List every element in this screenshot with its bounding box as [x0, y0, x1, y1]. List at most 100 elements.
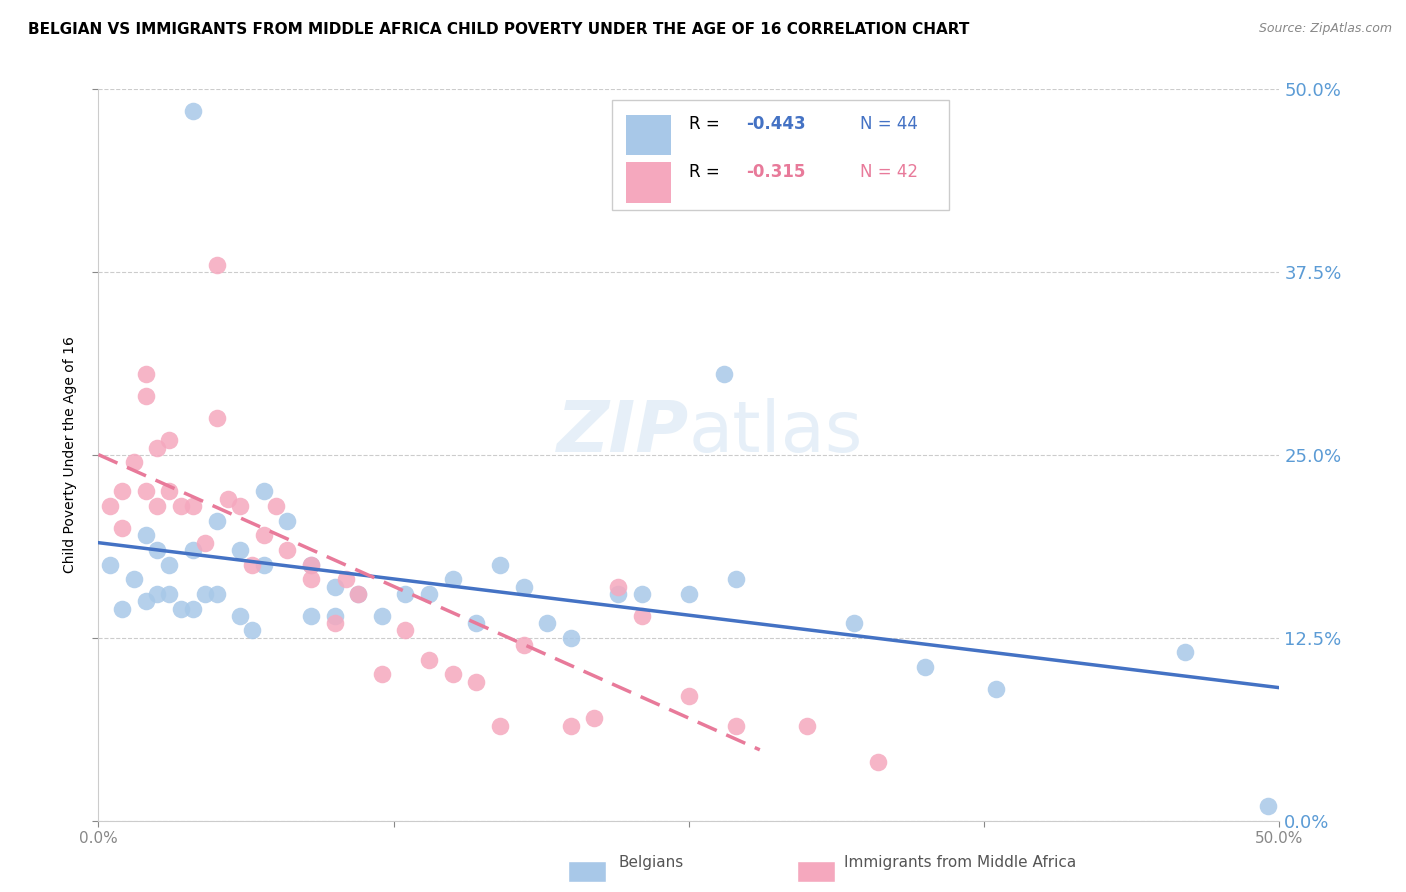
Point: [111, 521, 134, 535]
Point: [157, 587, 180, 601]
Point: [205, 411, 228, 425]
Point: [276, 543, 298, 558]
Point: [194, 535, 217, 549]
Point: [181, 543, 204, 558]
Point: [441, 667, 464, 681]
Point: [441, 572, 464, 586]
Text: Source: ZipAtlas.com: Source: ZipAtlas.com: [1258, 22, 1392, 36]
Point: [299, 558, 322, 572]
Point: [253, 528, 276, 542]
Point: [217, 491, 239, 506]
Point: [725, 718, 748, 732]
Bar: [626, 115, 671, 155]
Point: [229, 499, 252, 513]
Point: [299, 608, 322, 623]
Point: [264, 499, 287, 513]
Point: [394, 587, 416, 601]
Point: [489, 558, 512, 572]
Text: Immigrants from Middle Africa: Immigrants from Middle Africa: [844, 855, 1076, 870]
Point: [418, 587, 440, 601]
Text: R =: R =: [689, 114, 725, 133]
Text: BELGIAN VS IMMIGRANTS FROM MIDDLE AFRICA CHILD POVERTY UNDER THE AGE OF 16 CORRE: BELGIAN VS IMMIGRANTS FROM MIDDLE AFRICA…: [28, 22, 970, 37]
Point: [240, 558, 263, 572]
Point: [135, 528, 157, 542]
Point: [170, 499, 193, 513]
Point: [135, 594, 157, 608]
Point: [157, 558, 180, 572]
Point: [630, 587, 652, 601]
Point: [111, 601, 134, 615]
Point: [146, 441, 169, 455]
Point: [1174, 645, 1197, 659]
Point: [560, 718, 582, 732]
Point: [560, 631, 582, 645]
Point: [98, 558, 121, 572]
Point: [276, 514, 298, 528]
Point: [98, 499, 121, 513]
Point: [844, 616, 866, 631]
Text: -0.443: -0.443: [745, 114, 806, 133]
Bar: [612, 100, 949, 210]
Point: [323, 616, 346, 631]
Text: ZIP: ZIP: [557, 399, 689, 467]
Bar: [626, 162, 671, 202]
Point: [205, 514, 228, 528]
Point: [253, 484, 276, 499]
Text: atlas: atlas: [689, 399, 863, 467]
Text: N = 44: N = 44: [860, 114, 918, 133]
Point: [512, 580, 534, 594]
Point: [725, 572, 748, 586]
Point: [914, 660, 936, 674]
Point: [607, 587, 630, 601]
Point: [371, 667, 394, 681]
Point: [583, 711, 606, 725]
Point: [678, 587, 700, 601]
Point: [194, 587, 217, 601]
Point: [299, 572, 322, 586]
Point: [512, 638, 534, 652]
Point: [335, 572, 357, 586]
Point: [135, 368, 157, 382]
Point: [146, 499, 169, 513]
Point: [253, 558, 276, 572]
Point: [465, 616, 488, 631]
Point: [181, 499, 204, 513]
Point: [157, 484, 180, 499]
Point: [394, 624, 416, 638]
Point: [135, 484, 157, 499]
Point: [678, 690, 700, 704]
Point: [323, 580, 346, 594]
Point: [135, 389, 157, 403]
Point: [111, 484, 134, 499]
Point: [1257, 799, 1279, 814]
Point: [170, 601, 193, 615]
Point: [607, 580, 630, 594]
Point: [323, 608, 346, 623]
Point: [630, 608, 652, 623]
Point: [796, 718, 818, 732]
Point: [229, 608, 252, 623]
Text: R =: R =: [689, 163, 725, 181]
Text: -0.315: -0.315: [745, 163, 806, 181]
Point: [299, 558, 322, 572]
Point: [205, 587, 228, 601]
Point: [157, 434, 180, 448]
Point: [240, 624, 263, 638]
Point: [489, 718, 512, 732]
Point: [866, 755, 889, 769]
Point: [371, 608, 394, 623]
Point: [122, 455, 145, 469]
Point: [146, 587, 169, 601]
Point: [146, 543, 169, 558]
Point: [984, 681, 1007, 696]
Point: [465, 674, 488, 689]
Point: [181, 104, 204, 119]
Point: [229, 543, 252, 558]
Y-axis label: Child Poverty Under the Age of 16: Child Poverty Under the Age of 16: [63, 336, 77, 574]
Point: [205, 258, 228, 272]
Text: N = 42: N = 42: [860, 163, 918, 181]
Text: Belgians: Belgians: [619, 855, 683, 870]
Point: [181, 601, 204, 615]
Point: [713, 368, 735, 382]
Point: [122, 572, 145, 586]
